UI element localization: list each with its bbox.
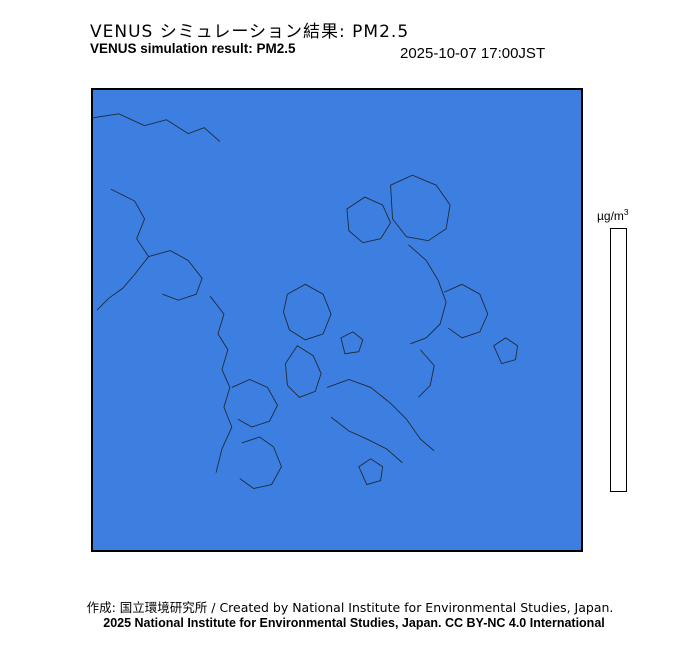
footer-license-line: 2025 National Institute for Environmenta… xyxy=(103,616,605,630)
colorbar-gradient xyxy=(611,229,626,491)
map-plot-area xyxy=(91,88,583,552)
colorbar-gradient-frame xyxy=(610,228,627,492)
colorbar-unit-label: µg/m3 xyxy=(597,207,629,223)
footer-credit-line: 作成: 国立環境研究所 / Created by National Instit… xyxy=(86,600,614,615)
colorbar-unit-exponent: 3 xyxy=(623,207,629,217)
colorbar xyxy=(610,228,627,492)
timestamp-label: 2025-10-07 17:00JST xyxy=(400,45,546,62)
title-english: VENUS simulation result: PM2.5 xyxy=(90,41,296,56)
coastline-overlay xyxy=(93,113,519,490)
colorbar-unit-text: µg/m xyxy=(597,209,624,223)
wind-vector-overlay xyxy=(93,90,581,550)
title-japanese: VENUS シミュレーション結果: PM2.5 xyxy=(90,22,410,42)
